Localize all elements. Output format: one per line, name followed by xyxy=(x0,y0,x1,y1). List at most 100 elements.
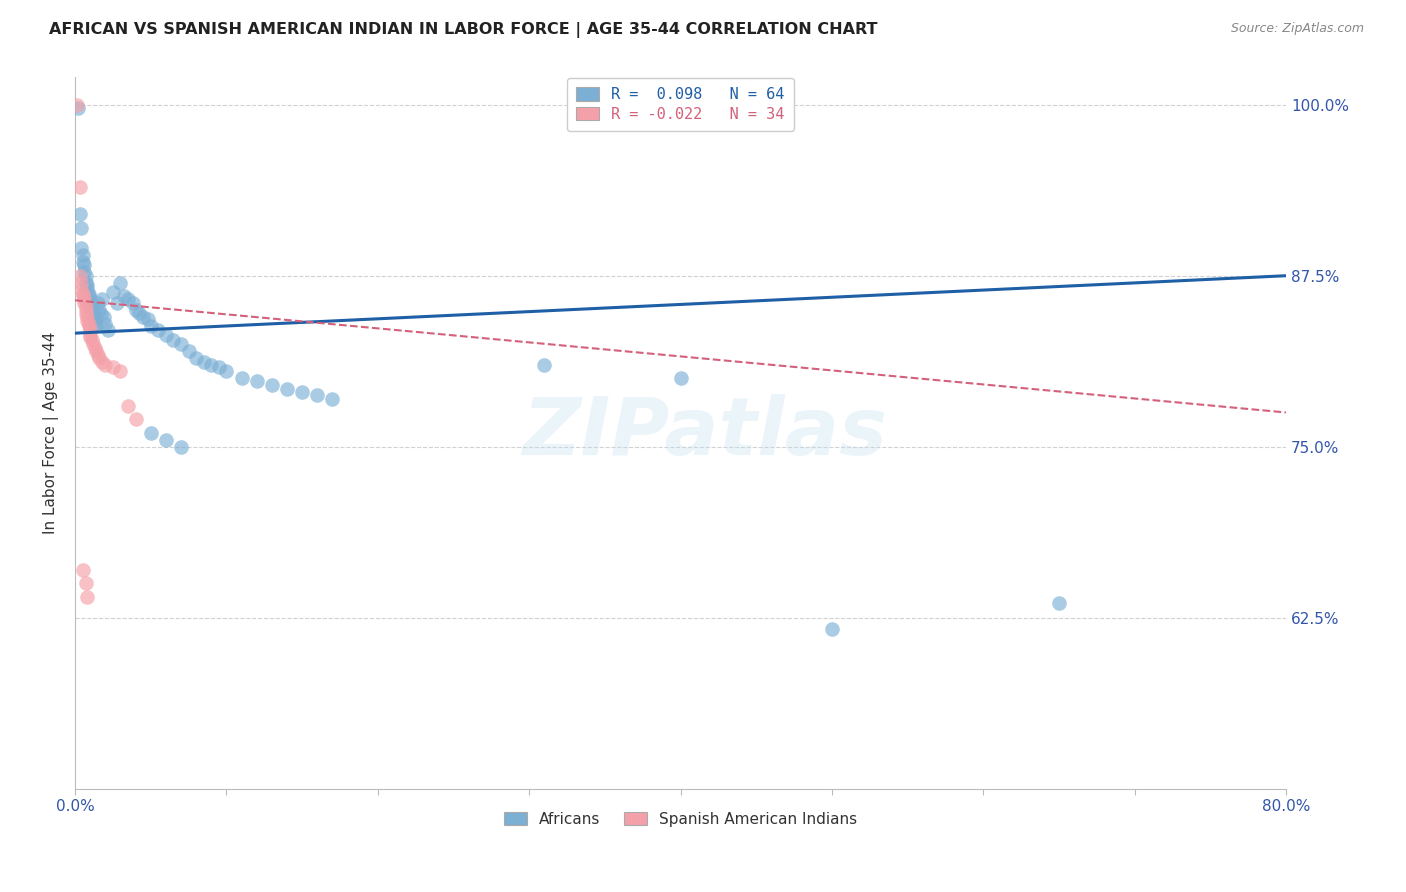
Point xyxy=(70,282,93,296)
Text: Source: ZipAtlas.com: Source: ZipAtlas.com xyxy=(1230,22,1364,36)
Point xyxy=(260,378,283,392)
Point xyxy=(89,302,111,317)
Point xyxy=(170,337,193,351)
Point xyxy=(82,310,104,324)
Point xyxy=(136,312,159,326)
Point xyxy=(117,292,139,306)
Point xyxy=(276,382,298,396)
Point xyxy=(321,392,343,406)
Point xyxy=(79,330,101,344)
Point xyxy=(170,440,193,454)
Point xyxy=(80,333,103,347)
Point xyxy=(148,323,170,337)
Point xyxy=(76,590,98,604)
Point xyxy=(77,319,100,334)
Point xyxy=(162,333,184,347)
Point xyxy=(208,360,231,375)
Point xyxy=(93,310,115,324)
Point xyxy=(231,371,253,385)
Point xyxy=(117,399,139,413)
Point xyxy=(215,364,238,378)
Text: ZIPatlas: ZIPatlas xyxy=(522,394,887,472)
Point xyxy=(193,355,215,369)
Point xyxy=(87,296,110,310)
Point xyxy=(75,307,97,321)
Point xyxy=(72,255,94,269)
Point xyxy=(75,268,97,283)
Text: AFRICAN VS SPANISH AMERICAN INDIAN IN LABOR FORCE | AGE 35-44 CORRELATION CHART: AFRICAN VS SPANISH AMERICAN INDIAN IN LA… xyxy=(49,22,877,38)
Point xyxy=(91,292,114,306)
Point xyxy=(75,576,97,591)
Point xyxy=(76,314,98,328)
Point xyxy=(533,358,555,372)
Point xyxy=(89,351,111,365)
Point xyxy=(75,302,97,317)
Point xyxy=(84,343,107,358)
Point xyxy=(76,310,98,324)
Point xyxy=(70,276,93,290)
Point xyxy=(186,351,208,365)
Point xyxy=(1047,596,1070,610)
Point xyxy=(77,289,100,303)
Point xyxy=(75,276,97,290)
Point xyxy=(307,387,329,401)
Point xyxy=(72,289,94,303)
Point xyxy=(72,286,94,301)
Point xyxy=(97,323,120,337)
Point xyxy=(90,307,112,321)
Point xyxy=(91,355,114,369)
Point xyxy=(73,296,96,310)
Point xyxy=(101,360,124,375)
Point xyxy=(107,296,129,310)
Point xyxy=(76,282,98,296)
Point xyxy=(80,300,103,314)
Point xyxy=(132,310,155,324)
Point xyxy=(69,207,91,221)
Point xyxy=(76,278,98,293)
Point xyxy=(72,563,94,577)
Point xyxy=(128,305,150,319)
Point xyxy=(84,319,107,334)
Point xyxy=(77,317,100,331)
Point xyxy=(291,384,314,399)
Point xyxy=(75,299,97,313)
Point xyxy=(73,265,96,279)
Legend: Africans, Spanish American Indians: Africans, Spanish American Indians xyxy=(496,804,865,834)
Point xyxy=(110,276,132,290)
Point xyxy=(200,358,222,372)
Point xyxy=(80,302,103,317)
Point xyxy=(83,341,105,355)
Point xyxy=(70,241,93,255)
Point xyxy=(65,97,87,112)
Point xyxy=(70,220,93,235)
Point xyxy=(72,248,94,262)
Point xyxy=(155,327,177,342)
Point xyxy=(110,364,132,378)
Point xyxy=(79,323,101,337)
Point xyxy=(79,327,101,342)
Point xyxy=(83,317,105,331)
Y-axis label: In Labor Force | Age 35-44: In Labor Force | Age 35-44 xyxy=(44,332,59,534)
Point xyxy=(83,312,105,326)
Point xyxy=(155,433,177,447)
Point xyxy=(69,179,91,194)
Point xyxy=(82,305,104,319)
Point xyxy=(77,286,100,301)
Point xyxy=(79,292,101,306)
Point xyxy=(101,285,124,300)
Point xyxy=(73,258,96,272)
Point xyxy=(94,317,117,331)
Point xyxy=(112,289,135,303)
Point xyxy=(69,268,91,283)
Point xyxy=(246,374,269,388)
Point xyxy=(73,292,96,306)
Point xyxy=(79,296,101,310)
Point xyxy=(139,319,162,334)
Point xyxy=(177,343,200,358)
Point xyxy=(124,412,146,426)
Point xyxy=(121,296,143,310)
Point xyxy=(669,371,692,385)
Point xyxy=(82,337,104,351)
Point xyxy=(87,348,110,362)
Point xyxy=(821,622,844,636)
